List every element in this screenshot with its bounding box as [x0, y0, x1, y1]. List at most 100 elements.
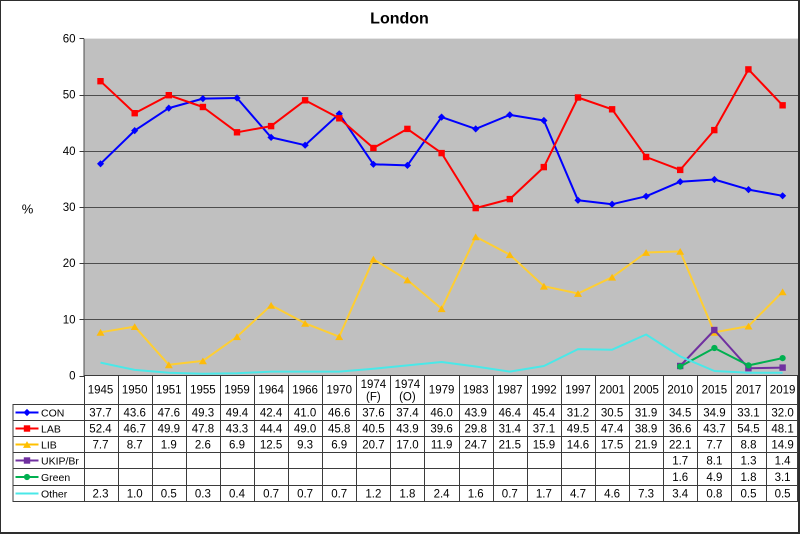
svg-text:3.4: 3.4 [672, 489, 689, 501]
svg-text:45.4: 45.4 [533, 408, 556, 420]
svg-text:Other: Other [41, 488, 68, 500]
svg-text:20: 20 [63, 258, 76, 270]
svg-text:29.8: 29.8 [465, 424, 487, 436]
svg-text:1.2: 1.2 [365, 489, 381, 501]
svg-text:2.3: 2.3 [93, 489, 109, 501]
svg-text:0.4: 0.4 [229, 489, 246, 501]
svg-text:UKIP/Br: UKIP/Br [41, 455, 79, 467]
svg-text:1951: 1951 [156, 385, 182, 397]
svg-text:30: 30 [63, 202, 76, 214]
svg-text:0: 0 [69, 371, 75, 383]
svg-text:41.0: 41.0 [294, 408, 316, 420]
svg-text:0.5: 0.5 [161, 489, 177, 501]
svg-text:14.9: 14.9 [771, 440, 793, 452]
svg-text:1.4: 1.4 [775, 456, 792, 468]
svg-text:11.9: 11.9 [431, 440, 453, 452]
svg-text:46.4: 46.4 [499, 408, 522, 420]
svg-text:Green: Green [41, 472, 70, 484]
svg-text:47.6: 47.6 [158, 408, 180, 420]
svg-text:1.6: 1.6 [468, 489, 484, 501]
svg-text:49.0: 49.0 [294, 424, 316, 436]
svg-text:2017: 2017 [736, 385, 762, 397]
svg-text:42.4: 42.4 [260, 408, 283, 420]
svg-text:37.6: 37.6 [362, 408, 384, 420]
svg-text:1.9: 1.9 [161, 440, 177, 452]
svg-text:6.9: 6.9 [229, 440, 245, 452]
svg-text:37.1: 37.1 [533, 424, 555, 436]
svg-text:46.6: 46.6 [328, 408, 350, 420]
svg-text:32.0: 32.0 [771, 408, 793, 420]
svg-text:4.6: 4.6 [604, 489, 620, 501]
svg-text:17.5: 17.5 [601, 440, 623, 452]
svg-text:0.5: 0.5 [775, 489, 791, 501]
svg-text:1974: 1974 [395, 379, 421, 391]
svg-text:47.8: 47.8 [192, 424, 214, 436]
svg-text:1.8: 1.8 [741, 472, 757, 484]
svg-text:1997: 1997 [565, 385, 591, 397]
svg-text:1945: 1945 [88, 385, 114, 397]
svg-text:43.7: 43.7 [703, 424, 725, 436]
svg-text:1.7: 1.7 [536, 489, 552, 501]
svg-text:1.3: 1.3 [741, 456, 757, 468]
svg-text:1979: 1979 [429, 385, 455, 397]
svg-text:0.7: 0.7 [263, 489, 279, 501]
svg-text:4.9: 4.9 [706, 472, 722, 484]
svg-text:%: % [22, 202, 34, 217]
svg-text:44.4: 44.4 [260, 424, 283, 436]
svg-text:(F): (F) [366, 391, 381, 403]
svg-text:1992: 1992 [531, 385, 557, 397]
svg-text:1.0: 1.0 [127, 489, 143, 501]
svg-text:3.1: 3.1 [775, 472, 791, 484]
svg-text:2005: 2005 [633, 385, 659, 397]
svg-text:31.2: 31.2 [567, 408, 589, 420]
svg-text:London: London [370, 11, 429, 28]
svg-text:6.9: 6.9 [331, 440, 347, 452]
svg-text:40: 40 [63, 146, 76, 158]
svg-text:49.9: 49.9 [158, 424, 180, 436]
svg-text:39.6: 39.6 [430, 424, 452, 436]
svg-text:49.3: 49.3 [192, 408, 214, 420]
svg-text:8.7: 8.7 [127, 440, 143, 452]
svg-text:12.5: 12.5 [260, 440, 282, 452]
svg-text:21.9: 21.9 [635, 440, 657, 452]
svg-text:40.5: 40.5 [362, 424, 384, 436]
svg-text:21.5: 21.5 [499, 440, 521, 452]
svg-text:1964: 1964 [258, 385, 284, 397]
svg-text:1955: 1955 [190, 385, 216, 397]
svg-text:1.6: 1.6 [672, 472, 688, 484]
svg-text:46.7: 46.7 [124, 424, 146, 436]
svg-text:2.6: 2.6 [195, 440, 211, 452]
svg-text:43.3: 43.3 [226, 424, 248, 436]
svg-text:CON: CON [41, 407, 64, 419]
svg-text:0.7: 0.7 [502, 489, 518, 501]
svg-text:43.9: 43.9 [465, 408, 487, 420]
svg-text:1.7: 1.7 [672, 456, 688, 468]
svg-text:15.9: 15.9 [533, 440, 555, 452]
svg-text:33.1: 33.1 [737, 408, 759, 420]
svg-text:LAB: LAB [41, 423, 61, 435]
svg-text:9.3: 9.3 [297, 440, 313, 452]
svg-text:7.7: 7.7 [706, 440, 722, 452]
svg-text:0.5: 0.5 [741, 489, 757, 501]
svg-text:34.5: 34.5 [669, 408, 691, 420]
svg-text:0.3: 0.3 [195, 489, 211, 501]
svg-text:4.7: 4.7 [570, 489, 586, 501]
svg-text:45.8: 45.8 [328, 424, 350, 436]
svg-text:2.4: 2.4 [434, 489, 451, 501]
svg-text:54.5: 54.5 [737, 424, 759, 436]
svg-text:49.5: 49.5 [567, 424, 589, 436]
svg-text:31.4: 31.4 [499, 424, 522, 436]
svg-text:10: 10 [63, 314, 76, 326]
svg-text:8.8: 8.8 [741, 440, 757, 452]
svg-text:22.1: 22.1 [669, 440, 691, 452]
svg-text:14.6: 14.6 [567, 440, 589, 452]
svg-text:7.7: 7.7 [93, 440, 109, 452]
svg-text:36.6: 36.6 [669, 424, 691, 436]
svg-text:43.6: 43.6 [124, 408, 146, 420]
svg-text:1950: 1950 [122, 385, 148, 397]
svg-text:50: 50 [63, 90, 76, 102]
svg-text:7.3: 7.3 [638, 489, 654, 501]
svg-text:1974: 1974 [361, 379, 387, 391]
svg-text:0.8: 0.8 [706, 489, 722, 501]
svg-text:20.7: 20.7 [362, 440, 384, 452]
